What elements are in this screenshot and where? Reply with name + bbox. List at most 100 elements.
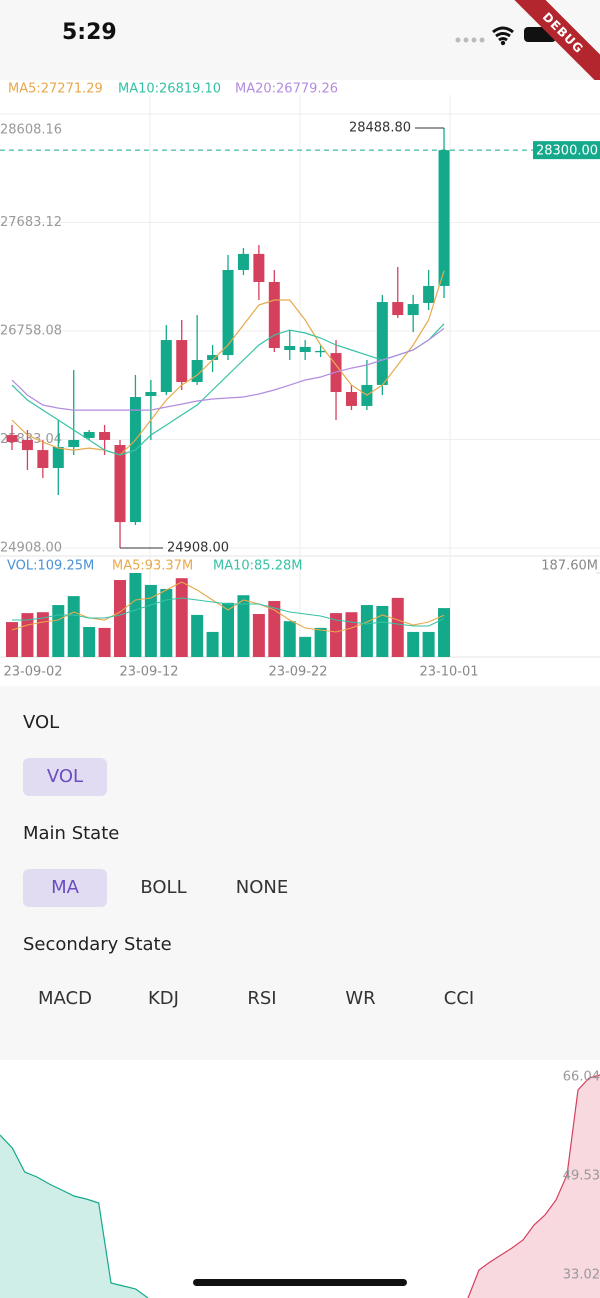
- candle-body: [268, 281, 280, 349]
- volume-bar: [314, 627, 327, 657]
- volume-bar: [191, 614, 204, 657]
- volume-bar: [237, 595, 250, 657]
- legend-entry: MA20:26779.26: [235, 82, 338, 97]
- volume-bar: [422, 631, 435, 657]
- option-chip[interactable]: NONE: [235, 877, 289, 898]
- candle-body: [129, 397, 141, 523]
- option-chip[interactable]: VOL: [23, 758, 107, 796]
- candle-body: [438, 150, 450, 286]
- candle-body: [315, 350, 327, 353]
- option-chip[interactable]: WR: [345, 988, 376, 1009]
- status-icons: [455, 26, 561, 46]
- depth-area: [468, 1075, 600, 1298]
- option-chip[interactable]: CCI: [443, 988, 475, 1009]
- option-chip[interactable]: MA: [23, 869, 107, 907]
- candle-body: [237, 253, 249, 271]
- candle-body: [299, 346, 311, 353]
- volume-bar: [160, 588, 173, 657]
- volume-bar: [67, 596, 80, 657]
- y-tick-label: 49.53: [563, 1169, 600, 1184]
- depth-area: [0, 1135, 148, 1298]
- vol-ma-line: [11, 581, 445, 633]
- y-tick-label: 28608.16: [0, 123, 62, 138]
- y-tick-label: 33.02: [563, 1268, 600, 1283]
- vol-ma-line: [12, 597, 445, 627]
- option-chip[interactable]: MACD: [38, 988, 92, 1009]
- volume-bar: [206, 631, 219, 657]
- candle-body: [222, 270, 234, 356]
- signal: [455, 37, 485, 43]
- volume-bar: [268, 601, 281, 657]
- min-label: 24908.00: [167, 541, 229, 556]
- volume-bar: [114, 579, 127, 657]
- volume-bar: [6, 622, 18, 657]
- option-chip[interactable]: KDJ: [148, 988, 179, 1009]
- candle-body: [191, 359, 203, 383]
- candle-body: [83, 431, 95, 438]
- legend-entry: MA5:27271.29: [8, 82, 103, 97]
- option-chip[interactable]: BOLL: [140, 877, 187, 898]
- candle-body: [145, 392, 157, 396]
- x-tick-label: 23-09-02: [3, 665, 62, 680]
- clock: 5:29: [62, 20, 117, 45]
- volume-bar: [98, 627, 111, 657]
- candle-body: [284, 346, 296, 351]
- group-title: VOL: [23, 712, 60, 733]
- volume-bar: [391, 597, 404, 657]
- ma-line: [11, 328, 445, 411]
- candle-body: [253, 253, 265, 282]
- volume-bar: [144, 584, 157, 657]
- last-price-label: 28300.00: [536, 144, 598, 159]
- volume-bar: [360, 605, 373, 657]
- option-chip[interactable]: RSI: [247, 988, 277, 1009]
- home-indicator: [193, 1279, 407, 1286]
- legend-entry: VOL:109.25M: [7, 559, 94, 574]
- candle-body: [176, 340, 188, 383]
- legend-entry: MA10:26819.10: [118, 82, 221, 97]
- depth-line: [0, 1134, 149, 1298]
- volume-bar: [407, 631, 420, 657]
- max-label: 28488.80: [349, 121, 411, 136]
- depth-background: [0, 1060, 600, 1298]
- candle-body: [52, 447, 64, 469]
- candle-body: [99, 431, 111, 440]
- ma-line: [11, 270, 445, 456]
- x-tick-label: 23-09-22: [268, 665, 327, 680]
- candle-body: [68, 439, 80, 448]
- y-tick-label: 27683.12: [0, 215, 62, 230]
- controls-panel: VOL VOL Main State MA BOLL NONE Secondary Stat…: [0, 686, 600, 1060]
- group-title: Secondary State: [23, 934, 172, 955]
- candle-body: [114, 445, 126, 523]
- volume-bar: [376, 605, 389, 657]
- y-tick-label: 187.60M: [541, 559, 598, 574]
- candle-body: [392, 302, 404, 316]
- x-tick-label: 23-09-12: [119, 665, 178, 680]
- volume-bar: [129, 573, 142, 657]
- candle-body: [6, 435, 18, 442]
- status-bar: 5:29 DEBUG: [0, 0, 600, 94]
- y-tick-label: 66.04: [563, 1070, 600, 1085]
- depth-line: [467, 1074, 600, 1298]
- last-price-box: [533, 141, 600, 160]
- ma-line: [11, 323, 445, 456]
- candle-body: [376, 302, 388, 385]
- candle-body: [207, 355, 219, 360]
- candle-body: [423, 285, 435, 303]
- wifi: [492, 26, 514, 42]
- volume-bar: [83, 627, 96, 657]
- volume-bar: [36, 612, 49, 657]
- volume-bar: [52, 605, 65, 657]
- candle-body: [407, 304, 419, 316]
- volume-bar: [345, 612, 358, 657]
- candle-body: [345, 392, 357, 406]
- volume-bar: [175, 578, 188, 657]
- candle-body: [160, 340, 172, 393]
- candle-body: [37, 450, 49, 469]
- volume-bar: [283, 621, 296, 657]
- group-title: Main State: [23, 823, 120, 844]
- y-tick-label: 24908.00: [0, 541, 62, 556]
- volume-bar: [252, 614, 265, 657]
- volume-bar: [222, 602, 235, 657]
